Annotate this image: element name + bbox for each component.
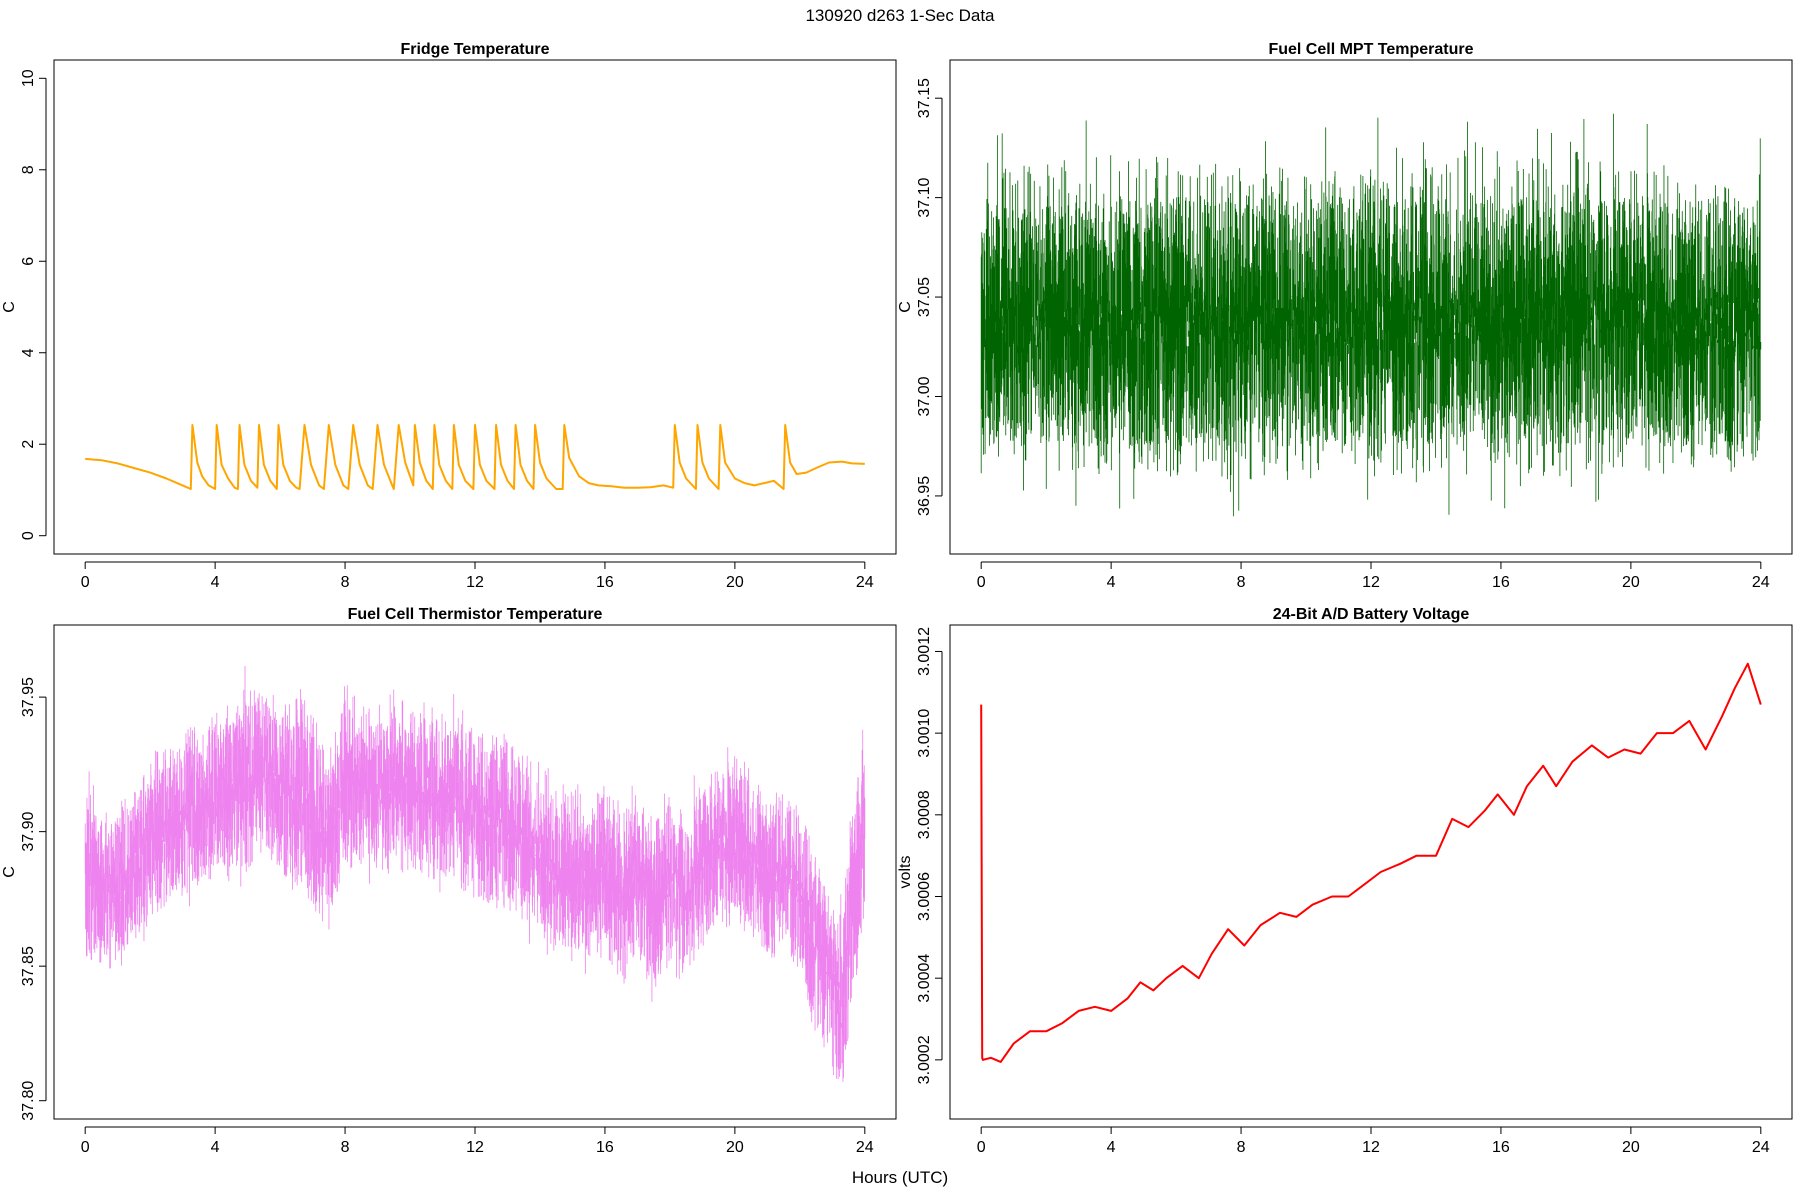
x-tick-label: 12 — [1362, 574, 1380, 591]
y-tick-label: 0 — [20, 531, 37, 540]
y-tick-label: 37.10 — [916, 178, 933, 218]
y-tick-label: 3.0002 — [916, 1035, 933, 1084]
x-tick-label: 0 — [81, 574, 90, 591]
x-axis: 0 4 8 12 16 20 24 — [81, 561, 874, 591]
series-line — [980, 662, 1762, 1063]
x-tick-label: 4 — [1107, 574, 1116, 591]
y-tick-label: 37.05 — [916, 277, 933, 317]
chart-panel-4: 24-Bit A/D Battery Voltage volts 0 4 8 12 16 20… — [897, 606, 1793, 1156]
x-tick-label: 12 — [466, 1139, 484, 1156]
x-axis: 0 4 8 12 16 20 24 — [977, 561, 1770, 591]
y-axis: 3.0002 3.0004 3.0006 3.0008 3.0010 3.0012 — [916, 627, 943, 1084]
x-axis: 0 4 8 12 16 20 24 — [977, 1126, 1770, 1156]
y-tick-label: 2 — [20, 440, 37, 449]
y-tick-label: 37.90 — [20, 812, 37, 852]
y-tick-label: 3.0008 — [916, 790, 933, 839]
y-tick-label: 37.95 — [20, 677, 37, 717]
chart-title: Fridge Temperature — [400, 41, 549, 58]
figure-title: 130920 d263 1-Sec Data — [805, 6, 995, 25]
y-axis: 36.95 37.00 37.05 37.10 37.15 — [916, 78, 943, 516]
series-line — [85, 424, 865, 490]
x-tick-label: 20 — [1622, 574, 1640, 591]
plot-frame — [53, 59, 897, 555]
y-tick-label: 6 — [20, 257, 37, 266]
chart-panel-2: Fuel Cell MPT Temperature C 0 4 8 12 16 20 24 36.… — [897, 41, 1793, 591]
y-tick-label: 37.00 — [916, 376, 933, 416]
x-tick-label: 24 — [856, 1139, 874, 1156]
y-axis: 0 2 4 6 8 10 — [20, 69, 47, 540]
y-tick-label: 36.95 — [916, 476, 933, 516]
y-tick-label: 37.15 — [916, 78, 933, 118]
y-tick-label: 8 — [20, 165, 37, 174]
y-axis: 37.80 37.85 37.90 37.95 — [20, 677, 47, 1121]
x-tick-label: 12 — [466, 574, 484, 591]
x-axis: 0 4 8 12 16 20 24 — [81, 1126, 874, 1156]
plot-area — [980, 113, 1762, 517]
y-tick-label: 37.80 — [20, 1081, 37, 1121]
y-tick-label: 3.0012 — [916, 627, 933, 676]
chart-title: Fuel Cell MPT Temperature — [1268, 41, 1473, 58]
plot-area — [85, 424, 865, 490]
x-tick-label: 16 — [596, 1139, 614, 1156]
y-tick-label: 10 — [20, 69, 37, 87]
y-tick-label: 3.0010 — [916, 709, 933, 758]
y-axis-label: C — [1, 301, 18, 313]
x-tick-label: 12 — [1362, 1139, 1380, 1156]
x-tick-label: 4 — [1107, 1139, 1116, 1156]
x-tick-label: 16 — [596, 574, 614, 591]
plot-area — [980, 662, 1762, 1063]
x-axis-label: Hours (UTC) — [851, 1168, 949, 1187]
x-tick-label: 16 — [1492, 1139, 1510, 1156]
chart-title: 24-Bit A/D Battery Voltage — [1273, 606, 1470, 623]
y-axis-label: volts — [897, 856, 914, 889]
x-tick-label: 8 — [341, 574, 350, 591]
plot-area — [84, 666, 866, 1082]
plot-frame — [53, 624, 897, 1120]
y-tick-label: 37.85 — [20, 946, 37, 986]
x-tick-label: 0 — [977, 1139, 986, 1156]
x-tick-label: 20 — [1622, 1139, 1640, 1156]
series-noise — [84, 666, 866, 1082]
x-tick-label: 24 — [1752, 574, 1770, 591]
x-tick-label: 0 — [81, 1139, 90, 1156]
x-tick-label: 24 — [1752, 1139, 1770, 1156]
x-tick-label: 4 — [211, 1139, 220, 1156]
y-axis-label: C — [897, 301, 914, 313]
x-tick-label: 8 — [341, 1139, 350, 1156]
y-tick-label: 3.0006 — [916, 872, 933, 921]
x-tick-label: 4 — [211, 574, 220, 591]
series-noise — [980, 113, 1762, 517]
x-tick-label: 20 — [726, 574, 744, 591]
y-tick-label: 4 — [20, 348, 37, 357]
plot-frame — [949, 59, 1793, 555]
x-tick-label: 16 — [1492, 574, 1510, 591]
x-tick-label: 8 — [1237, 574, 1246, 591]
y-tick-label: 3.0004 — [916, 954, 933, 1003]
y-axis-label: C — [1, 866, 18, 878]
plot-frame — [949, 624, 1793, 1120]
chart-panel-3: Fuel Cell Thermistor Temperature C 0 4 8 12 16… — [1, 606, 897, 1156]
x-tick-label: 24 — [856, 574, 874, 591]
x-tick-label: 20 — [726, 1139, 744, 1156]
x-tick-label: 0 — [977, 574, 986, 591]
x-tick-label: 8 — [1237, 1139, 1246, 1156]
chart-title: Fuel Cell Thermistor Temperature — [348, 606, 603, 623]
